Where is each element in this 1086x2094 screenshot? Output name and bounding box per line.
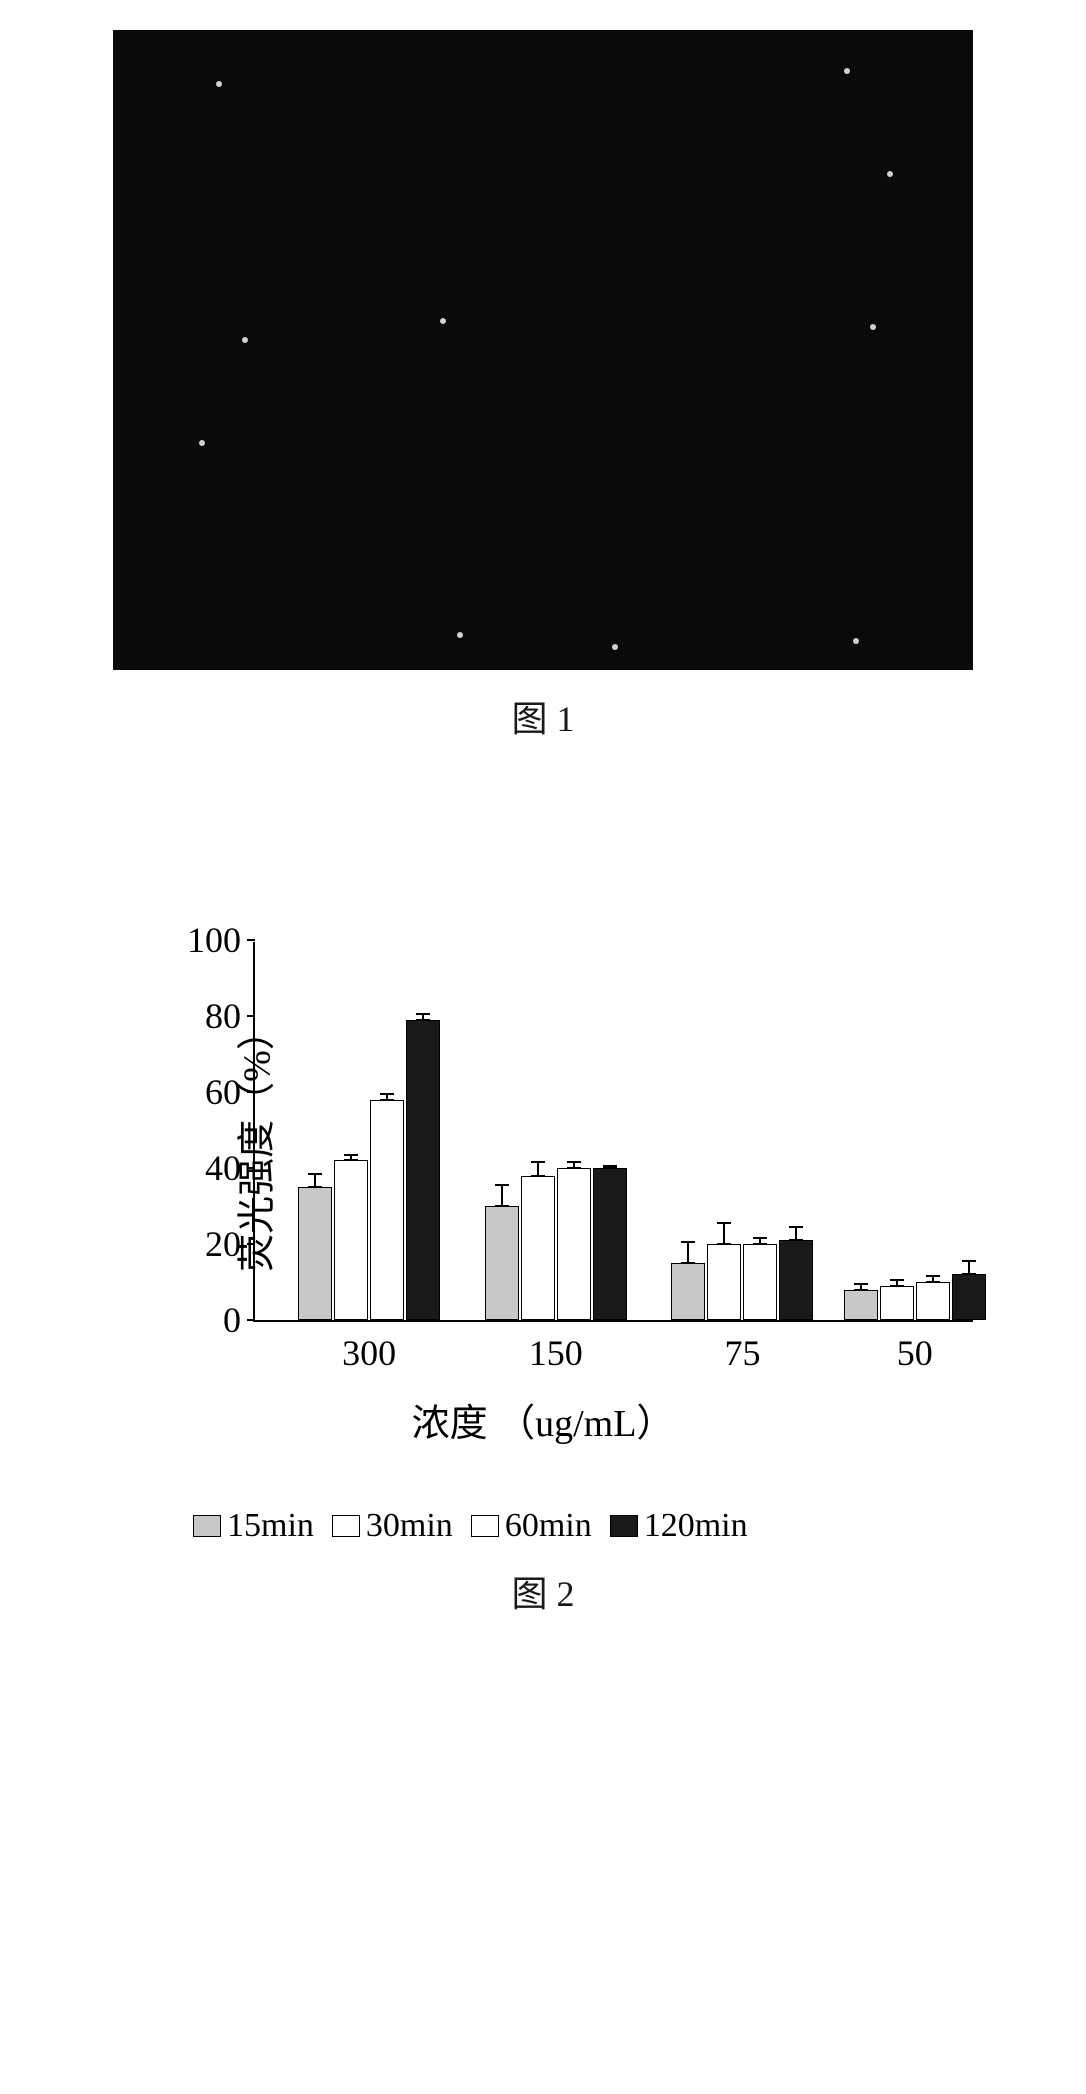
y-tick (247, 939, 255, 941)
bar (406, 1020, 440, 1320)
error-bar (687, 1241, 689, 1264)
error-bar (422, 1013, 424, 1021)
bar-group: 300 (298, 1020, 440, 1320)
error-bar (314, 1173, 316, 1188)
bar (671, 1263, 705, 1320)
legend-label: 15min (227, 1507, 314, 1545)
image-speck (853, 638, 859, 644)
error-bar (896, 1279, 898, 1287)
image-speck (612, 644, 618, 650)
figure-1-image (113, 30, 973, 670)
bar (370, 1100, 404, 1320)
legend-swatch (471, 1515, 499, 1537)
bar (952, 1274, 986, 1320)
y-tick-label: 20 (205, 1223, 241, 1265)
figure-1: 图 1 (40, 30, 1046, 742)
bar (916, 1282, 950, 1320)
y-tick-label: 0 (223, 1299, 241, 1341)
image-speck (199, 440, 205, 446)
bar-group: 75 (671, 1240, 813, 1320)
x-tick-label: 75 (724, 1332, 760, 1374)
error-bar (968, 1260, 970, 1275)
bar (334, 1160, 368, 1320)
image-speck (844, 68, 850, 74)
legend-label: 60min (505, 1507, 592, 1545)
image-speck (457, 632, 463, 638)
image-speck (870, 324, 876, 330)
y-tick (247, 1319, 255, 1321)
plot-area: 0204060801003001507550 (253, 942, 973, 1322)
error-bar (759, 1237, 761, 1245)
error-bar (795, 1226, 797, 1241)
error-bar (573, 1161, 575, 1169)
x-tick-label: 50 (897, 1332, 933, 1374)
image-speck (440, 318, 446, 324)
image-speck (242, 337, 248, 343)
y-tick-label: 60 (205, 1071, 241, 1113)
bar-group: 50 (844, 1274, 986, 1320)
legend: 15min 30min 60min 120min (193, 1507, 993, 1545)
image-speck (887, 171, 893, 177)
legend-item: 120min (610, 1507, 748, 1545)
x-tick-label: 150 (529, 1332, 583, 1374)
bar (593, 1168, 627, 1320)
legend-item: 60min (471, 1507, 592, 1545)
bar (485, 1206, 519, 1320)
bar (557, 1168, 591, 1320)
legend-swatch (610, 1515, 638, 1537)
bar-chart: 荧光强度（%） 0204060801003001507550 (193, 902, 993, 1382)
legend-label: 120min (644, 1507, 748, 1545)
x-axis-label: 浓度 （ug/mL） (93, 1392, 993, 1447)
bar (743, 1244, 777, 1320)
error-bar (537, 1161, 539, 1176)
figure-2: 荧光强度（%） 0204060801003001507550 浓度 （ug/mL… (40, 902, 1046, 1617)
bar (844, 1290, 878, 1320)
y-tick (247, 1167, 255, 1169)
error-bar (501, 1184, 503, 1207)
bar (779, 1240, 813, 1320)
bar (707, 1244, 741, 1320)
y-tick (247, 1243, 255, 1245)
legend-item: 15min (193, 1507, 314, 1545)
bar (880, 1286, 914, 1320)
legend-swatch (193, 1515, 221, 1537)
error-bar (609, 1165, 611, 1169)
error-bar (386, 1093, 388, 1101)
x-tick-label: 300 (342, 1332, 396, 1374)
error-bar (350, 1154, 352, 1162)
figure-2-caption: 图 2 (40, 1565, 1046, 1617)
bar (521, 1176, 555, 1320)
bar (298, 1187, 332, 1320)
y-tick-label: 100 (187, 919, 241, 961)
legend-item: 30min (332, 1507, 453, 1545)
image-speck (216, 81, 222, 87)
bar-group: 150 (485, 1168, 627, 1320)
y-tick-label: 40 (205, 1147, 241, 1189)
y-tick-label: 80 (205, 995, 241, 1037)
figure-1-caption: 图 1 (40, 690, 1046, 742)
error-bar (723, 1222, 725, 1245)
legend-swatch (332, 1515, 360, 1537)
y-tick (247, 1015, 255, 1017)
error-bar (932, 1275, 934, 1283)
error-bar (860, 1283, 862, 1291)
legend-label: 30min (366, 1507, 453, 1545)
y-tick (247, 1091, 255, 1093)
